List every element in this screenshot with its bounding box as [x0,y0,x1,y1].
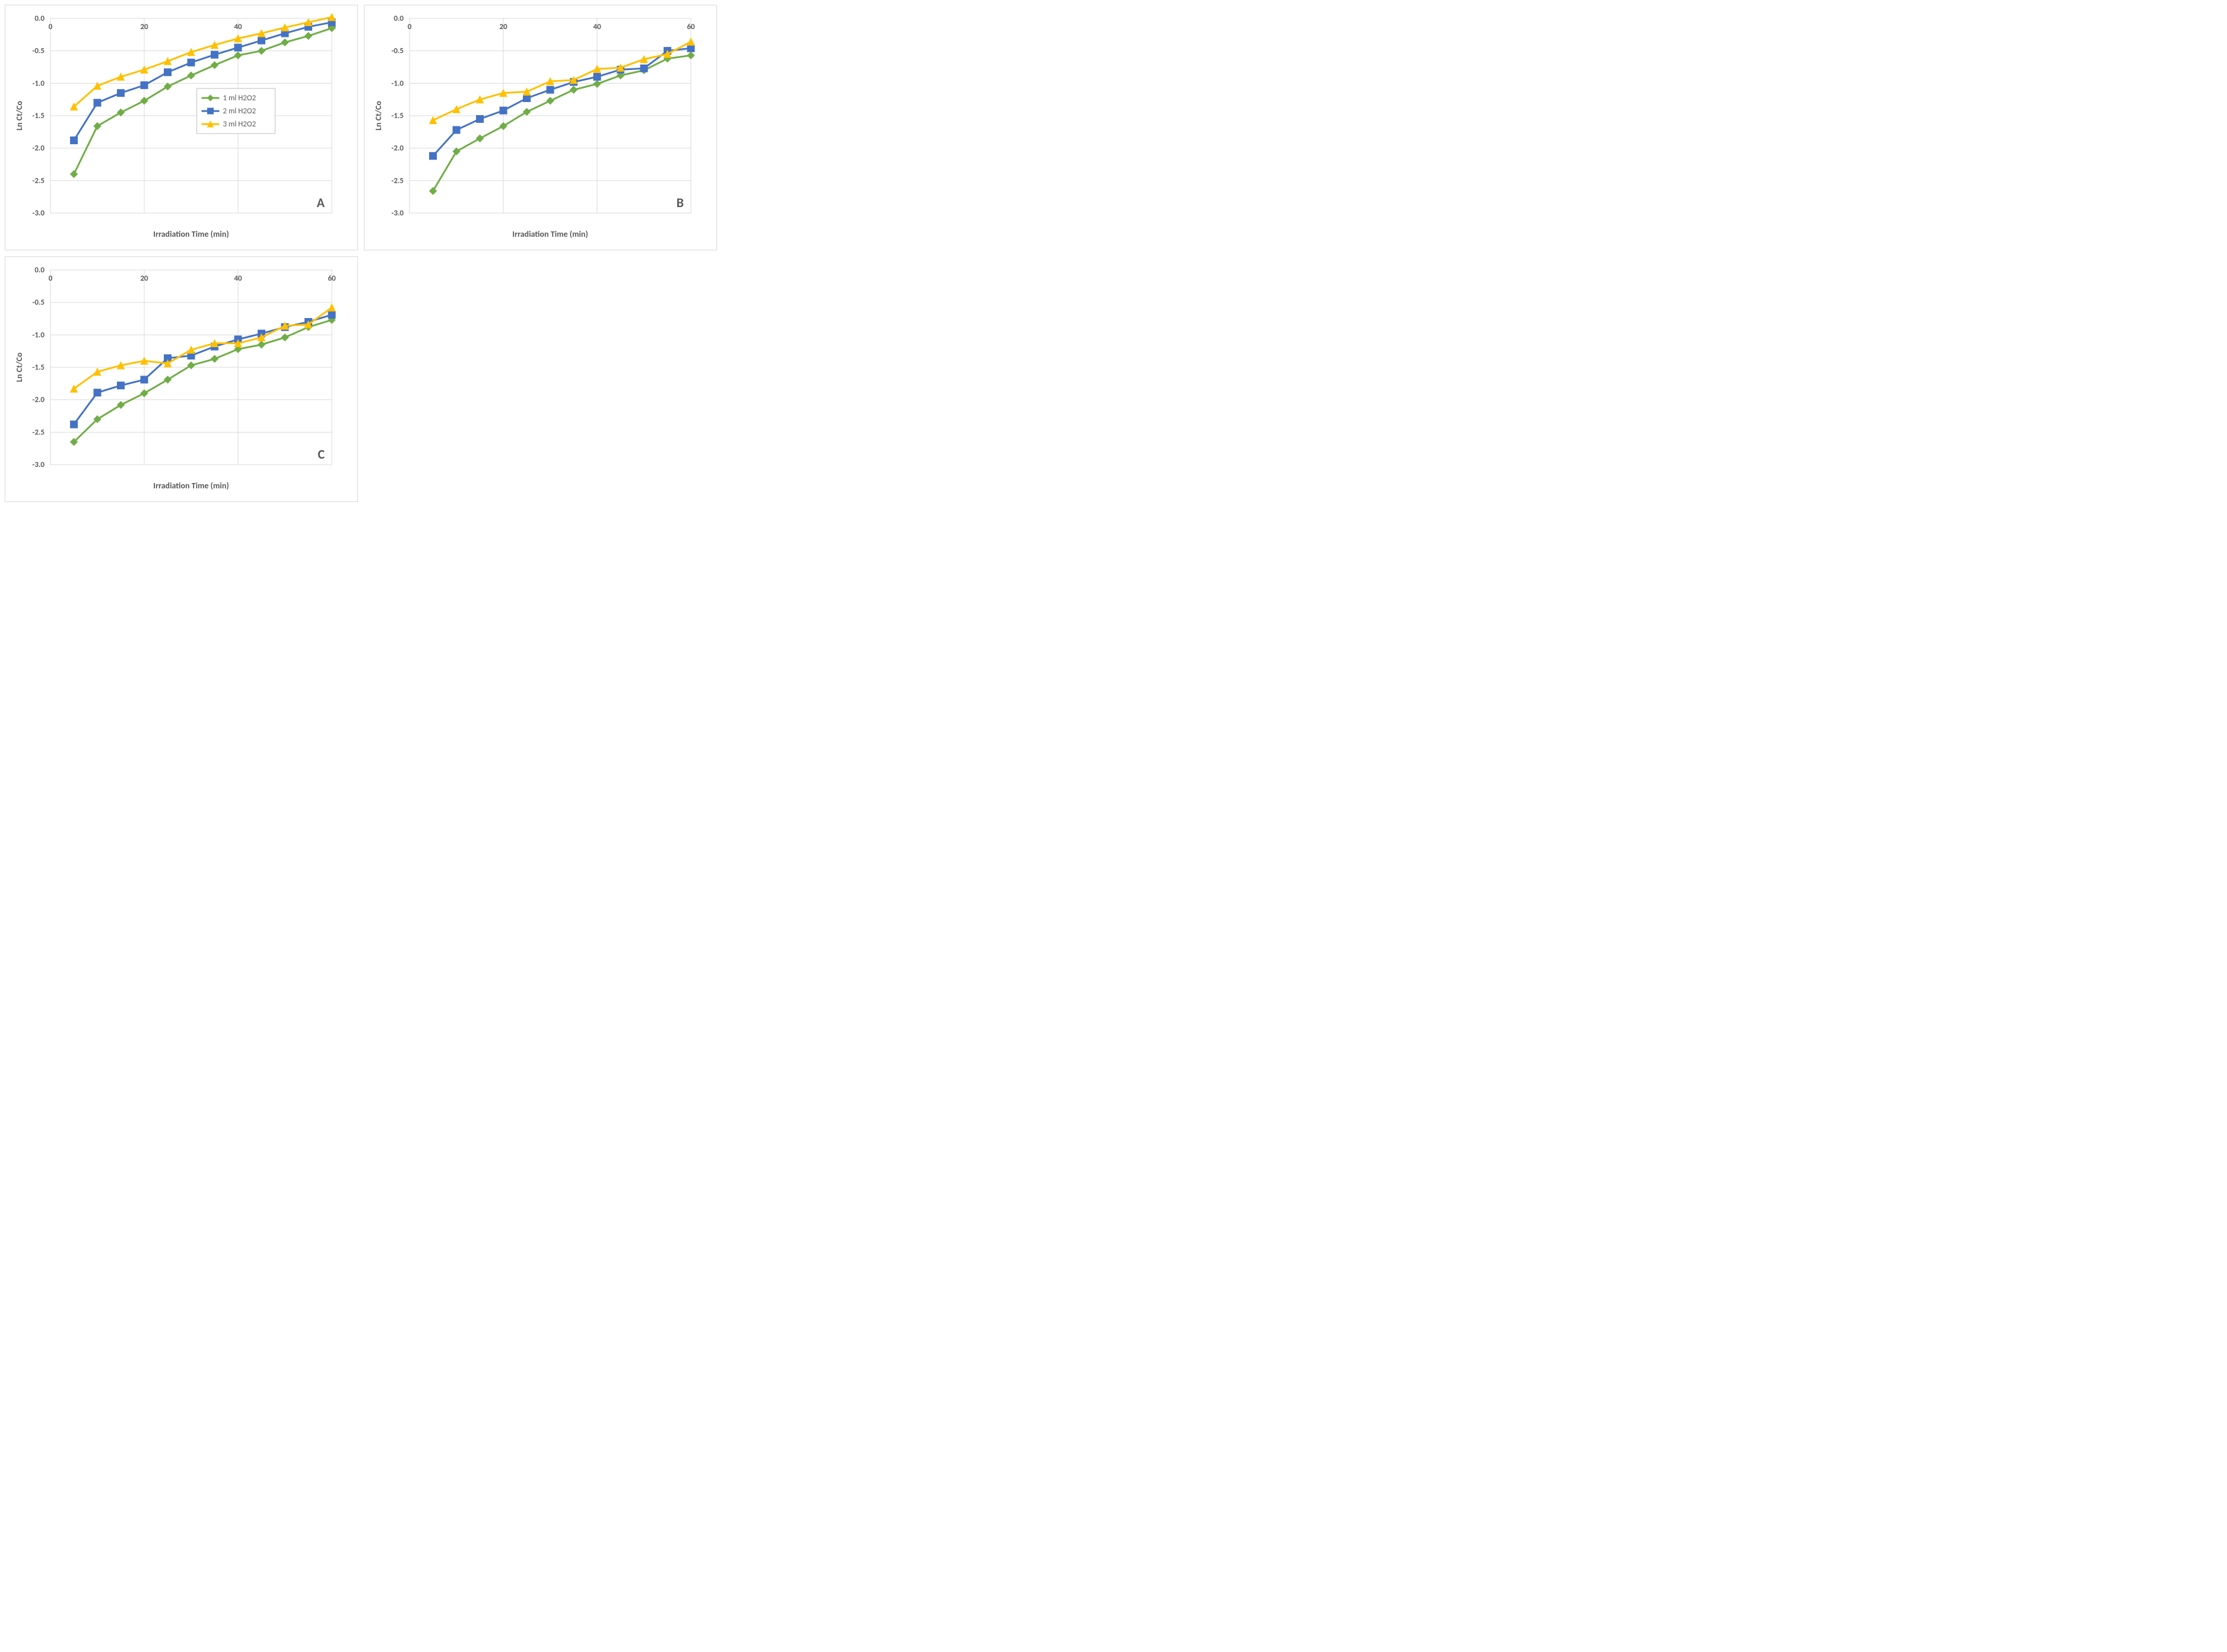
chart-a-svg: -3.0-2.5-2.0-1.5-1.0-0.50.00204060Ln Ct/… [9,10,341,247]
x-axis-title: Irradiation Time (min) [153,229,229,239]
y-axis-title: Ln Ct/Co [14,352,24,382]
x-tick-label: 20 [499,23,507,31]
panel-c: -3.0 -2.5 -2.0 -1.5 -1.0 -0.5 0.0 0 20 40 60 Ln Ct/… [5,256,358,502]
empty-cell [364,256,717,502]
y-tick-label: -3.0 [32,460,45,469]
series-line-s1 [74,320,332,442]
x-axis-title: Irradiation Time (min) [512,229,588,239]
legend-label-s1: 1 ml H2O2 [223,94,256,103]
y-tick-label: -2.5 [391,176,404,185]
y-tick-label: -3.0 [391,209,404,218]
panel-a: -3.0-2.5-2.0-1.5-1.0-0.50.00204060Ln Ct/… [5,5,358,250]
x-tick-label: 40 [234,274,242,283]
chart-a-wrap: -3.0-2.5-2.0-1.5-1.0-0.50.00204060Ln Ct/… [9,10,351,247]
chart-b-svg: -3.0 -2.5 -2.0 -1.5 -1.0 -0.5 0.0 0 20 40 60 Ln Ct/… [368,10,700,247]
y-axis-title: Ln Ct/Co [373,101,383,131]
x-tick-label: 40 [593,23,601,31]
y-tick-label: -1.5 [32,363,45,372]
y-tick-label: -0.5 [391,47,404,56]
x-tick-label: 40 [234,23,242,31]
y-tick-label: -1.5 [32,112,45,120]
x-tick-label: 0 [49,23,53,31]
x-axis-title: Irradiation Time (min) [153,481,229,491]
y-axis-title: Ln Ct/Co [14,101,24,131]
series-line-s3 [433,42,691,120]
y-tick-label: 0.0 [34,14,45,23]
x-tick-label: 60 [328,274,336,283]
chart-c-svg: -3.0 -2.5 -2.0 -1.5 -1.0 -0.5 0.0 0 20 40 60 Ln Ct/… [9,262,341,499]
x-tick-label: 0 [49,274,53,283]
y-tick-label: 0.0 [394,14,404,23]
y-tick-label: -1.0 [32,331,45,339]
y-tick-label: -1.5 [391,112,404,120]
y-tick-label: -2.0 [32,396,45,405]
x-tick-label: 20 [140,274,148,283]
panel-letter: B [677,195,684,211]
y-tick-label: -0.5 [32,298,45,307]
series-line-s2 [74,314,332,424]
y-tick-label: -1.0 [391,79,404,88]
y-tick-label: -2.5 [32,428,45,437]
legend-label-s2: 2 ml H2O2 [223,107,256,116]
y-tick-label: 0.0 [34,266,45,275]
x-tick-label: 60 [687,23,695,31]
panel-b: -3.0 -2.5 -2.0 -1.5 -1.0 -0.5 0.0 0 20 40 60 Ln Ct/… [364,5,717,250]
x-tick-label: 0 [408,23,412,31]
series-line-s3 [74,307,332,389]
panel-letter: C [318,446,325,462]
legend-label-s3: 3 ml H2O2 [223,120,256,129]
chart-c-wrap: -3.0 -2.5 -2.0 -1.5 -1.0 -0.5 0.0 0 20 40 60 Ln Ct/… [9,262,351,499]
y-tick-label: -3.0 [32,209,45,218]
x-tick-label: 20 [140,23,148,31]
y-tick-label: -1.0 [32,79,45,88]
y-tick-label: -2.0 [32,144,45,153]
chart-b-wrap: -3.0 -2.5 -2.0 -1.5 -1.0 -0.5 0.0 0 20 40 60 Ln Ct/… [368,10,710,247]
panel-letter: A [317,195,325,211]
panel-grid: -3.0 -2.5 -2.0 -1.5 -1.0 -0.5 0.0 0 20 40 60 Ln Ct/… [5,5,717,502]
y-tick-label: -2.0 [391,144,404,153]
y-tick-label: -0.5 [32,47,45,56]
y-tick-label: -2.5 [32,176,45,185]
